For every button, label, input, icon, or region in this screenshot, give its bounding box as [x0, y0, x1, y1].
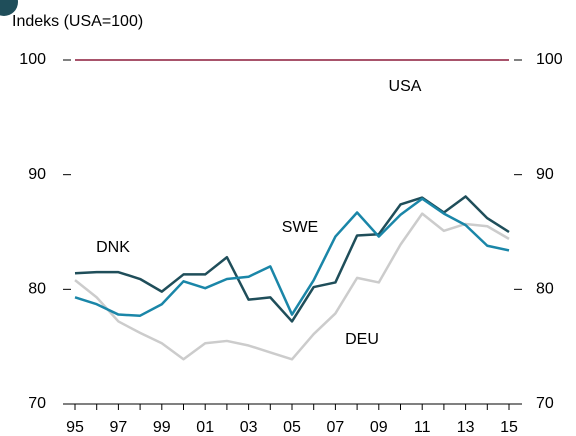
y-tick-label: 100 — [19, 51, 46, 68]
y-tick-label: 70 — [28, 395, 46, 412]
x-tick-label: 13 — [457, 419, 475, 436]
series-line — [74, 197, 510, 317]
series-label: USA — [389, 78, 422, 95]
y2-tick-label: 80 — [536, 281, 554, 298]
series-line — [74, 195, 510, 323]
y-axis-title: Indeks (USA=100) — [12, 13, 143, 30]
x-tick-label: 01 — [196, 419, 214, 436]
series-label: DEU — [345, 331, 379, 348]
x-tick-label: 09 — [370, 419, 388, 436]
x-tick-label: 03 — [240, 419, 258, 436]
y-tick-label: 90 — [28, 166, 46, 183]
x-tick-label: 95 — [66, 419, 84, 436]
logo-icon — [0, 0, 18, 16]
x-tick-label: 15 — [500, 419, 518, 436]
x-tick-label: 11 — [414, 419, 431, 436]
x-tick-label: 05 — [283, 419, 301, 436]
series-label: SWE — [282, 219, 318, 236]
x-tick-label: 07 — [327, 419, 345, 436]
y2-tick-label: 70 — [536, 395, 554, 412]
series-line — [74, 212, 510, 361]
y2-tick-label: 90 — [536, 166, 554, 183]
series-label: DNK — [96, 239, 130, 256]
y2-tick-label: 100 — [536, 51, 563, 68]
y-tick-label: 80 — [28, 281, 46, 298]
x-tick-label: 99 — [153, 419, 171, 436]
x-tick-label: 97 — [110, 419, 128, 436]
